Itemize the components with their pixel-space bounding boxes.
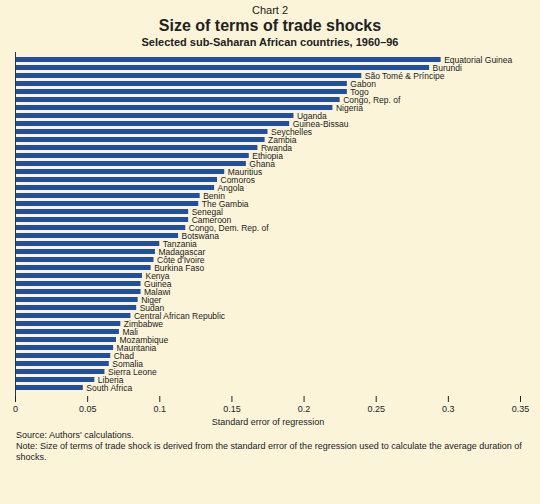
svg-text:0.1: 0.1	[154, 404, 167, 414]
svg-text:Sierra Leone: Sierra Leone	[108, 366, 157, 377]
svg-text:0.05: 0.05	[79, 404, 97, 414]
svg-text:0.15: 0.15	[223, 404, 241, 414]
svg-text:Central African Republic: Central African Republic	[133, 310, 226, 321]
svg-text:Congo, Dem. Rep. of: Congo, Dem. Rep. of	[188, 222, 269, 233]
svg-text:South Africa: South Africa	[86, 383, 132, 393]
svg-text:Madagascar: Madagascar	[158, 246, 206, 257]
html-text:Chart 2: Chart 2	[252, 4, 288, 16]
svg-text:Malawi: Malawi	[144, 286, 171, 297]
svg-text:Guinea-Bissau: Guinea-Bissau	[292, 118, 349, 129]
svg-text:Standard error of regression: Standard error of regression	[212, 417, 325, 427]
svg-text:Congo, Rep. of: Congo, Rep. of	[343, 94, 401, 105]
svg-text:Chad: Chad	[113, 350, 135, 361]
svg-text:São Tomé & Príncipe: São Tomé & Príncipe	[365, 71, 445, 81]
svg-text:Zambia: Zambia	[268, 134, 297, 145]
svg-text:Zimbabwe: Zimbabwe	[123, 318, 163, 329]
svg-text:Togo: Togo	[350, 86, 369, 97]
html-text:Selected sub-Saharan African c: Selected sub-Saharan African countries, …	[141, 36, 399, 48]
html-text:Size of terms of trade shocks: Size of terms of trade shocks	[158, 17, 382, 34]
svg-text:Somalia: Somalia	[112, 358, 143, 369]
svg-text:Angola: Angola	[217, 182, 245, 193]
svg-text:0: 0	[13, 404, 18, 414]
svg-text:Kenya: Kenya	[145, 270, 170, 281]
svg-text:0.3: 0.3	[442, 404, 455, 414]
svg-text:Benin: Benin	[203, 190, 225, 201]
svg-text:Gabon: Gabon	[350, 78, 376, 89]
svg-text:Uganda: Uganda	[297, 110, 327, 121]
svg-text:Equatorial Guinea: Equatorial Guinea	[444, 54, 513, 65]
html-text:Note: Size of terms of trade s: Note: Size of terms of trade shock is de…	[16, 441, 522, 462]
svg-text:Mauritania: Mauritania	[116, 342, 157, 353]
svg-text:Nigeria: Nigeria	[336, 103, 363, 113]
svg-text:Comoros: Comoros	[220, 174, 255, 185]
svg-text:Burundi: Burundi	[432, 62, 462, 73]
svg-text:Rwanda: Rwanda	[260, 142, 293, 153]
svg-text:Mali: Mali	[122, 326, 138, 337]
svg-text:0.2: 0.2	[298, 404, 311, 414]
svg-text:Ghana: Ghana	[249, 158, 275, 169]
svg-text:0.35: 0.35	[512, 404, 530, 414]
svg-text:Senegal: Senegal	[191, 206, 223, 217]
svg-text:Sudan: Sudan	[139, 302, 165, 313]
svg-text:0.25: 0.25	[367, 404, 385, 414]
svg-text:The Gambia: The Gambia	[201, 198, 249, 209]
svg-text:Tanzania: Tanzania	[162, 238, 197, 249]
svg-text:Botswana: Botswana	[181, 230, 219, 241]
svg-text:Burkina Faso: Burkina Faso	[154, 262, 205, 273]
svg-text:Niger: Niger	[141, 294, 162, 305]
svg-text:Mozambique: Mozambique	[119, 334, 169, 345]
svg-text:Côte d'Ivoire: Côte d'Ivoire	[157, 254, 205, 265]
svg-text:Mauritius: Mauritius	[227, 166, 263, 177]
svg-text:Liberia: Liberia	[97, 374, 124, 385]
svg-text:Guinea: Guinea	[144, 278, 172, 289]
svg-text:Cameroon: Cameroon	[191, 214, 232, 225]
svg-text:Seychelles: Seychelles	[271, 126, 313, 137]
svg-text:Ethiopia: Ethiopia	[252, 150, 283, 161]
html-text:Source: Authors' calculations.: Source: Authors' calculations.	[16, 430, 134, 440]
